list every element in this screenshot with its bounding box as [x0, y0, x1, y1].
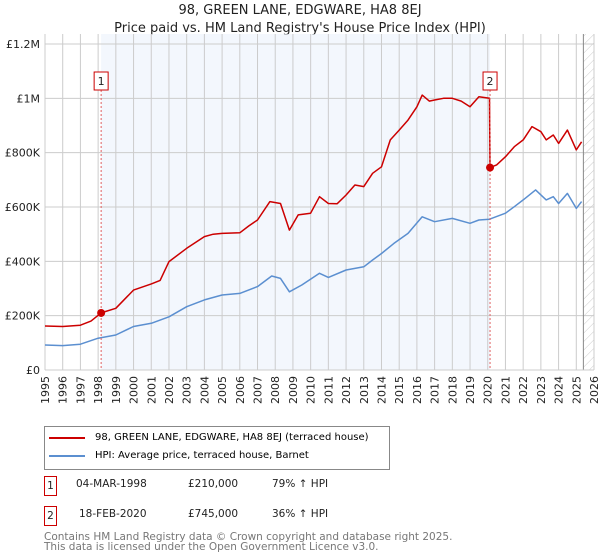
x-tick-label: 1996 [57, 376, 70, 404]
x-tick-label: 2022 [517, 376, 530, 404]
x-tick-label: 2023 [535, 376, 548, 404]
sale-hpi: 36% ↑ HPI [272, 508, 329, 520]
y-tick-label: £1M [17, 92, 41, 105]
x-tick-label: 2026 [588, 376, 600, 404]
y-tick-label: £0 [26, 364, 40, 377]
x-tick-label: 2014 [375, 376, 388, 404]
x-tick-label: 2003 [181, 376, 194, 404]
x-tick-label: 2011 [322, 376, 335, 404]
x-tick-label: 2009 [287, 376, 300, 404]
x-tick-label: 2024 [553, 376, 566, 404]
sale-price: £210,000 [188, 478, 239, 490]
footer: Contains HM Land Registry data © Crown c… [44, 531, 453, 553]
x-tick-label: 2008 [269, 376, 282, 404]
x-tick-label: 2000 [128, 376, 141, 404]
x-tick-label: 2005 [216, 376, 229, 404]
legend: 98, GREEN LANE, EDGWARE, HA8 8EJ (terrac… [44, 426, 390, 470]
legend-label: 98, GREEN LANE, EDGWARE, HA8 8EJ (terrac… [95, 432, 369, 443]
sale-point [486, 163, 495, 172]
x-tick-label: 2012 [340, 376, 353, 404]
x-tick-label: 2006 [234, 376, 247, 404]
x-tick-label: 2004 [198, 376, 211, 404]
sale-label-box [482, 71, 498, 91]
price-chart: 1995 1996 1997 1998 1999 2000 2001 2002 2003 2004… [5, 34, 600, 404]
x-tick-label: 2015 [393, 376, 406, 404]
y-tick-label: £800K [5, 147, 41, 160]
x-tick-label: 2002 [163, 376, 176, 404]
x-tick-label: 2018 [446, 376, 459, 404]
sale-label: 2 [487, 75, 494, 88]
property-price-line [44, 94, 583, 328]
legend-item-property: 98, GREEN LANE, EDGWARE, HA8 8EJ (terrac… [45, 432, 369, 443]
legend-label: HPI: Average price, terraced house, Barn… [95, 450, 309, 461]
footer-line-1: Contains HM Land Registry data © Crown c… [44, 531, 453, 543]
sale-label: 1 [98, 75, 105, 88]
y-tick-label: £1.2M [6, 38, 40, 51]
hpi-line [44, 189, 583, 347]
sale-marker: 2 [44, 506, 57, 526]
legend-item-hpi: HPI: Average price, terraced house, Barn… [45, 450, 309, 461]
sale-point [97, 308, 106, 317]
x-tick-label: 2019 [464, 376, 477, 404]
chart-title: 98, GREEN LANE, EDGWARE, HA8 8EJ [178, 3, 422, 18]
y-tick-label: £200K [5, 310, 41, 323]
x-tick-label: 2010 [305, 376, 318, 404]
sale-date: 04-MAR-1998 [76, 478, 147, 490]
y-tick-label: £400K [5, 255, 41, 268]
sale-marker: 1 [44, 476, 57, 496]
x-tick-label: 2001 [145, 376, 158, 404]
sale-date: 18-FEB-2020 [79, 508, 147, 520]
chart-subtitle: Price paid vs. HM Land Registry's House … [114, 21, 486, 36]
x-tick-label: 2007 [252, 376, 265, 404]
sale-label-box [93, 71, 109, 91]
x-tick-label: 2020 [482, 376, 495, 404]
x-tick-label: 1999 [110, 376, 123, 404]
x-tick-label: 2016 [411, 376, 424, 404]
sale-hpi: 79% ↑ HPI [272, 478, 329, 490]
footer-line-2: This data is licensed under the Open Gov… [44, 541, 379, 553]
x-tick-label: 1995 [39, 376, 52, 404]
x-tick-label: 1998 [92, 376, 105, 404]
x-tick-label: 1997 [74, 376, 87, 404]
sale-period-shade [101, 34, 491, 370]
x-tick-label: 2017 [429, 376, 442, 404]
y-tick-label: £600K [5, 201, 41, 214]
legend-swatch-red [49, 436, 85, 439]
forecast-hatch [583, 34, 594, 370]
legend-swatch-blue [49, 454, 85, 457]
x-tick-label: 2013 [358, 376, 371, 404]
sale-price: £745,000 [188, 508, 239, 520]
x-tick-label: 2021 [499, 376, 512, 404]
x-tick-label: 2025 [570, 376, 583, 404]
